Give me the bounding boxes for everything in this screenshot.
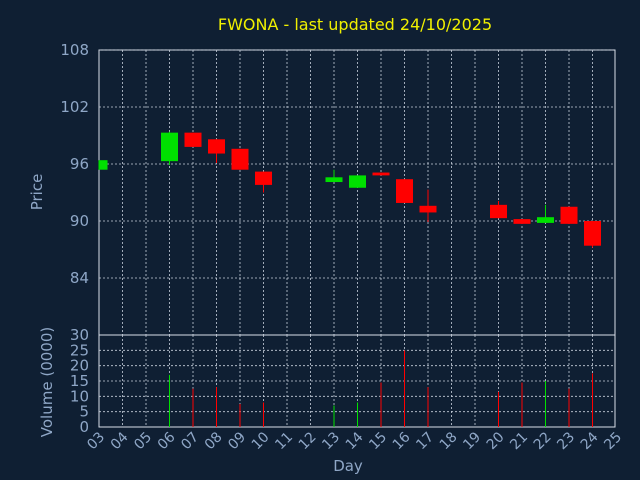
candle-body [584,221,601,246]
price-tick-label: 108 [60,41,89,59]
day-tick-label: 24 [578,429,602,453]
price-plot-frame [98,49,616,336]
volume-axis-label: Volume (0000) [38,327,56,437]
candle-body [231,148,249,170]
chart-title: FWONA - last updated 24/10/2025 [218,15,492,34]
candle-body [513,219,531,224]
day-tick-label: 22 [531,429,555,453]
day-tick-label: 05 [131,429,155,453]
day-tick-label: 20 [484,429,508,453]
day-tick-label: 25 [601,429,625,453]
volume-tick-label: 15 [70,372,89,390]
price-tick-label: 90 [70,212,89,230]
volume-tick-label: 0 [79,418,89,436]
candle-body [99,160,108,170]
day-tick-label: 13 [319,429,343,453]
candle-body [372,172,390,176]
candle-body [161,132,178,162]
candlestick-series [98,131,601,248]
volume-tick-label: 20 [70,357,89,375]
day-tick-label: 09 [225,429,249,453]
volume-bars [169,350,593,427]
day-tick-label: 08 [202,429,226,453]
price-axis-label: Price [28,174,46,211]
price-tick-label: 102 [60,98,89,116]
volume-tick-label: 30 [70,326,89,344]
day-tick-label: 19 [460,429,484,453]
candle-body [419,205,437,213]
candle-body [537,217,554,223]
candle-body [349,175,366,188]
day-tick-label: 07 [178,429,202,453]
day-x-ticks: 03 04 05 06 07 08 09 10 11 12 13 14 15 16 17 18 19 20 21 22… [84,429,625,453]
candle-body [184,132,202,147]
candle-body [208,139,225,154]
day-tick-label: 23 [554,429,578,453]
day-tick-label: 11 [272,429,296,453]
candle-body [255,171,272,185]
day-tick-label: 06 [155,429,179,453]
day-tick-label: 21 [507,429,531,453]
day-tick-label: 18 [437,429,461,453]
day-tick-label: 14 [343,429,367,453]
candle-body [560,206,578,224]
price-y-ticks: 108 102 96 90 84 [60,41,89,287]
price-tick-label: 84 [70,269,89,287]
price-grid [99,49,615,335]
candle-body [396,179,413,203]
day-tick-label: 12 [296,429,320,453]
x-axis-label: Day [333,457,363,475]
candle-body [325,177,343,183]
day-tick-label: 16 [390,429,414,453]
day-tick-label: 10 [249,429,273,453]
day-tick-label: 15 [366,429,390,453]
day-tick-label: 04 [108,429,132,453]
volume-tick-label: 10 [70,387,89,405]
day-tick-label: 17 [413,429,437,453]
candle-body [490,204,507,219]
price-tick-label: 96 [70,155,89,173]
price-panel: 108 102 96 90 84 Price [28,41,616,336]
volume-tick-label: 25 [70,341,89,359]
volume-tick-label: 5 [79,403,89,421]
